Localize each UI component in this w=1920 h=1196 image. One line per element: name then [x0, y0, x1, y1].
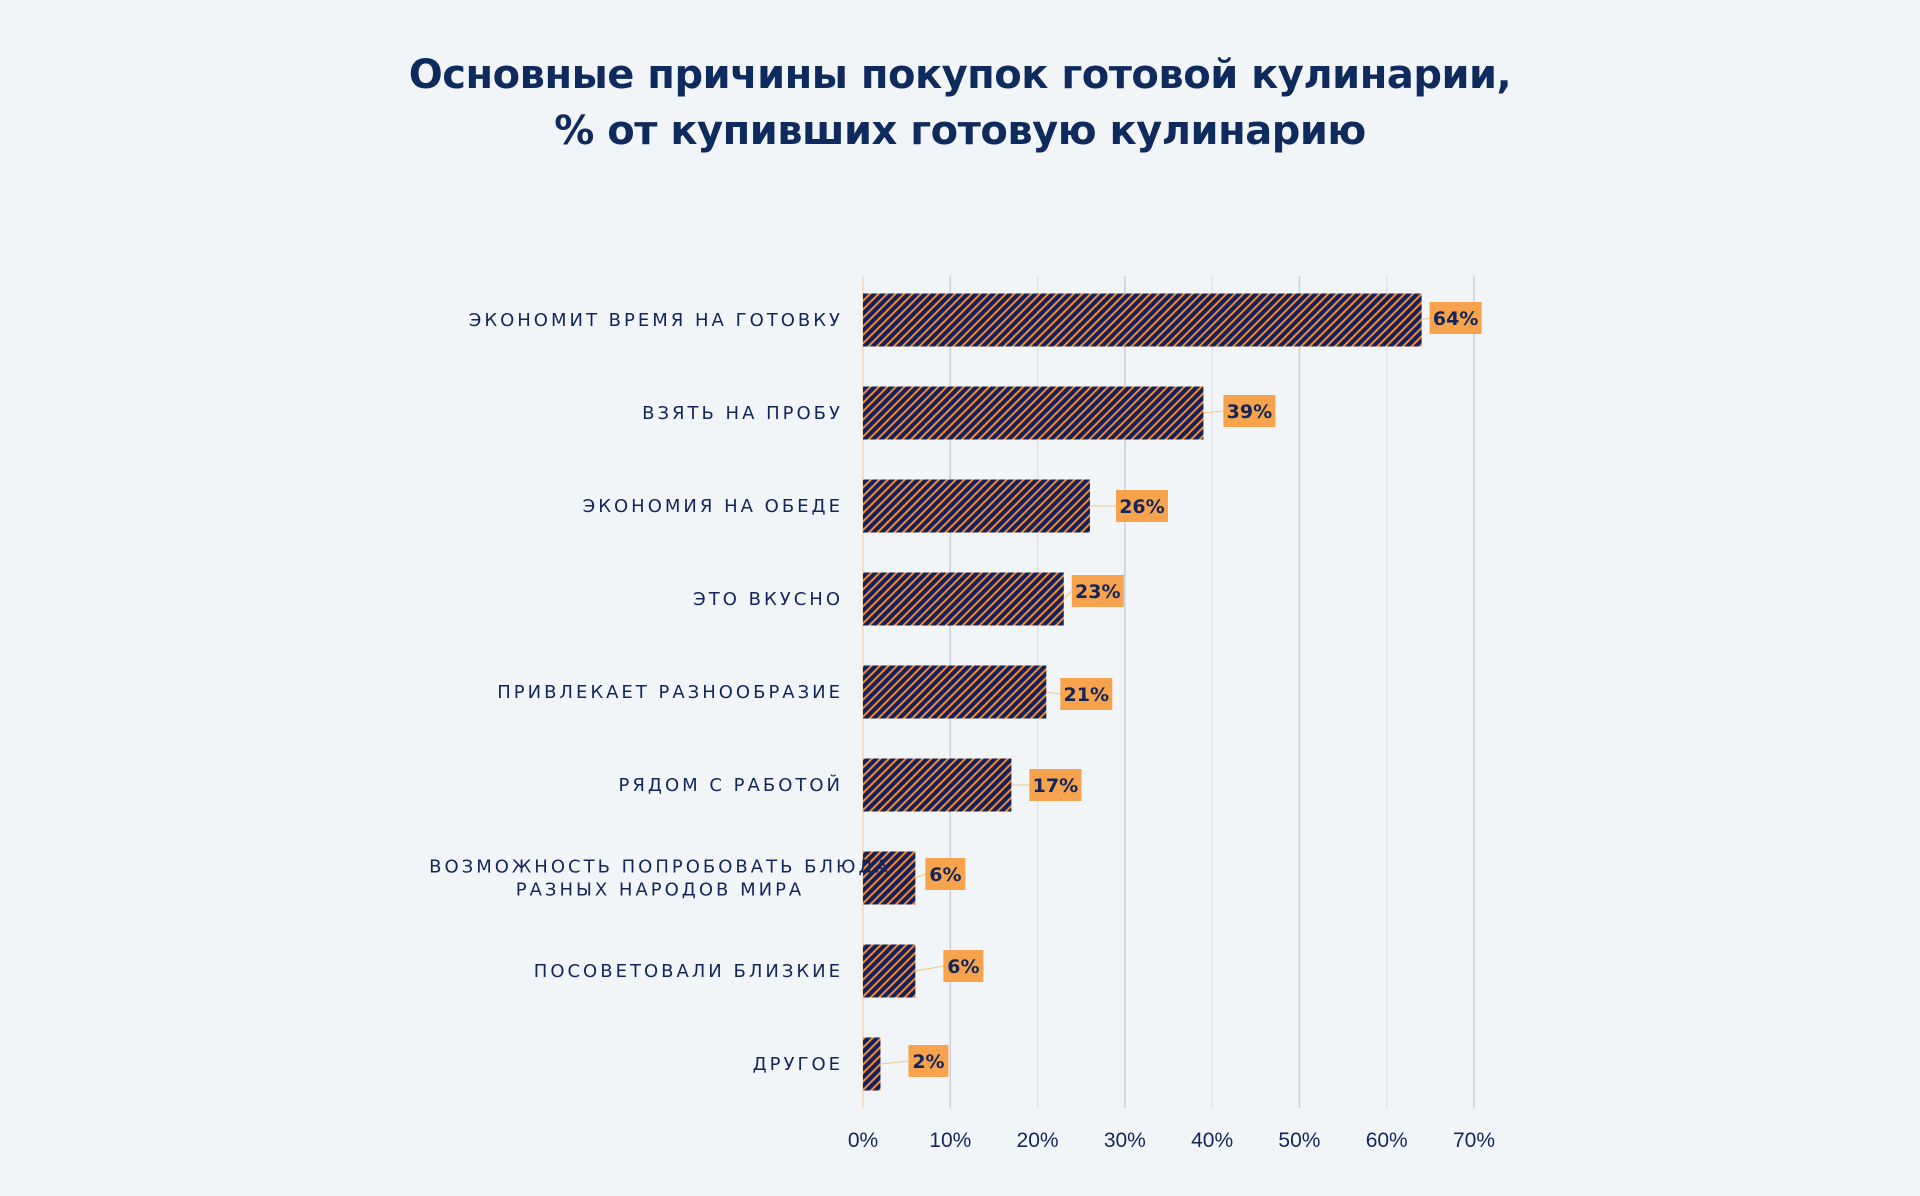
- bar: [863, 386, 1204, 440]
- category-label: ЭТО ВКУСНО: [693, 589, 843, 610]
- value-label-box: [1029, 769, 1082, 801]
- bar: [863, 572, 1064, 626]
- value-label-box: [943, 950, 984, 982]
- x-tick-label: 20%: [1017, 1129, 1059, 1152]
- category-label: ЭКОНОМИТ ВРЕМЯ НА ГОТОВКУ: [469, 310, 843, 331]
- bar: [863, 758, 1012, 812]
- category-label: РЯДОМ С РАБОТОЙ: [619, 774, 843, 796]
- value-label: 6%: [929, 864, 961, 886]
- category-label: ДРУГОЕ: [753, 1054, 843, 1075]
- bar: [863, 944, 916, 998]
- bar: [863, 665, 1047, 719]
- label-leader-line: [1046, 691, 1061, 695]
- label-leader-line: [880, 1060, 909, 1065]
- bar: [863, 851, 916, 905]
- label-leader-line: [1421, 317, 1430, 321]
- category-label: ВОЗМОЖНОСТЬ ПОПРОБОВАТЬ БЛЮДА: [429, 857, 891, 878]
- x-tick-label: 40%: [1191, 1129, 1233, 1152]
- value-label: 23%: [1075, 581, 1120, 603]
- label-leader-line: [1063, 590, 1073, 600]
- category-label: ПОСОВЕТОВАЛИ БЛИЗКИЕ: [534, 961, 843, 982]
- category-label: РАЗНЫХ НАРОДОВ МИРА: [516, 880, 805, 901]
- x-tick-label: 60%: [1366, 1129, 1408, 1152]
- bar: [863, 1037, 881, 1091]
- value-label-box: [925, 858, 966, 890]
- label-leader-line: [915, 965, 944, 972]
- value-label-box: [908, 1045, 949, 1077]
- bar: [863, 293, 1422, 347]
- x-tick-label: 50%: [1278, 1129, 1320, 1152]
- value-label-box: [1071, 575, 1124, 607]
- value-label: 26%: [1119, 496, 1164, 518]
- value-label-box: [1223, 395, 1276, 427]
- value-label: 39%: [1227, 401, 1272, 423]
- x-tick-label: 70%: [1453, 1129, 1495, 1152]
- value-label: 64%: [1433, 308, 1478, 330]
- x-tick-label: 10%: [929, 1129, 971, 1152]
- category-label: ПРИВЛЕКАЕТ РАЗНООБРАЗИЕ: [497, 682, 843, 703]
- value-label: 17%: [1033, 775, 1078, 797]
- value-label-box: [1429, 302, 1482, 334]
- chart-title-line-2: % от купивших готовую кулинарию: [554, 108, 1366, 154]
- value-label: 21%: [1064, 684, 1109, 706]
- label-leader-line: [915, 873, 926, 879]
- value-label-box: [1060, 678, 1113, 710]
- chart-title-line-1: Основные причины покупок готовой кулинар…: [408, 52, 1512, 98]
- value-label: 6%: [947, 956, 979, 978]
- category-label: ЭКОНОМИЯ НА ОБЕДЕ: [583, 496, 843, 517]
- value-label-box: [1115, 490, 1168, 522]
- label-leader-line: [1203, 410, 1224, 414]
- bar: [863, 479, 1090, 533]
- x-tick-label: 30%: [1104, 1129, 1146, 1152]
- value-label: 2%: [912, 1051, 944, 1073]
- x-tick-label: 0%: [848, 1129, 878, 1152]
- category-label: ВЗЯТЬ НА ПРОБУ: [642, 403, 843, 424]
